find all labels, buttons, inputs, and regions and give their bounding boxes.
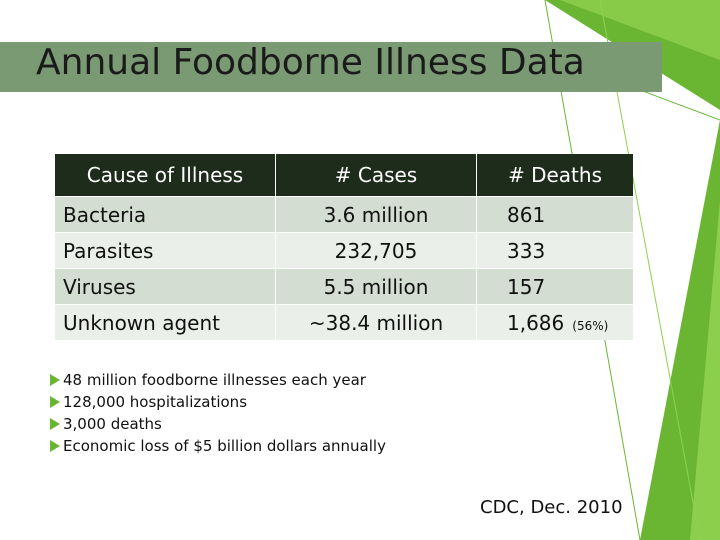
deaths-value: 157 [507,274,546,299]
deaths-value: 1,686 [507,310,565,335]
list-item: Economic loss of $5 billion dollars annu… [50,435,386,457]
deaths-value: 333 [507,238,546,263]
cases-cell: 5.5 million [276,268,477,304]
table-row: Unknown agent ~38.4 million 1,686 (56%) [55,304,633,340]
cause-cell: Parasites [55,232,276,268]
cases-cell: 232,705 [276,232,477,268]
header-cause: Cause of Illness [55,154,276,196]
table-row: Parasites 232,705 333 [55,232,633,268]
list-item-text: Economic loss of $5 billion dollars annu… [63,437,386,455]
deaths-value: 861 [507,202,546,227]
percent-note: (56%) [572,318,609,333]
list-item-text: 128,000 hospitalizations [63,393,248,411]
deaths-cell: 157 [477,268,633,304]
deaths-cell: 1,686 (56%) [477,304,633,340]
source-citation: CDC, Dec. 2010 [480,497,623,518]
arrow-bullet-icon [50,418,60,430]
table-row: Viruses 5.5 million 157 [55,268,633,304]
list-item-text: 48 million foodborne illnesses each year [63,371,366,389]
header-cases: # Cases [276,154,477,196]
cases-cell: 3.6 million [276,196,477,232]
deaths-cell: 333 [477,232,633,268]
deaths-cell: 861 [477,196,633,232]
cause-cell: Viruses [55,268,276,304]
arrow-bullet-icon [50,440,60,452]
list-item-text: 3,000 deaths [63,415,162,433]
arrow-bullet-icon [50,396,60,408]
header-deaths: # Deaths [477,154,633,196]
fact-list: 48 million foodborne illnesses each year… [50,369,386,457]
list-item: 3,000 deaths [50,413,386,435]
cause-cell: Unknown agent [55,304,276,340]
slide-title: Annual Foodborne Illness Data [36,42,585,83]
list-item: 48 million foodborne illnesses each year [50,369,386,391]
cases-cell: ~38.4 million [276,304,477,340]
illness-table: Cause of Illness # Cases # Deaths Bacter… [55,154,633,340]
arrow-bullet-icon [50,374,60,386]
cause-cell: Bacteria [55,196,276,232]
title-band [0,42,662,92]
table-row: Bacteria 3.6 million 861 [55,196,633,232]
table-header-row: Cause of Illness # Cases # Deaths [55,154,633,196]
list-item: 128,000 hospitalizations [50,391,386,413]
